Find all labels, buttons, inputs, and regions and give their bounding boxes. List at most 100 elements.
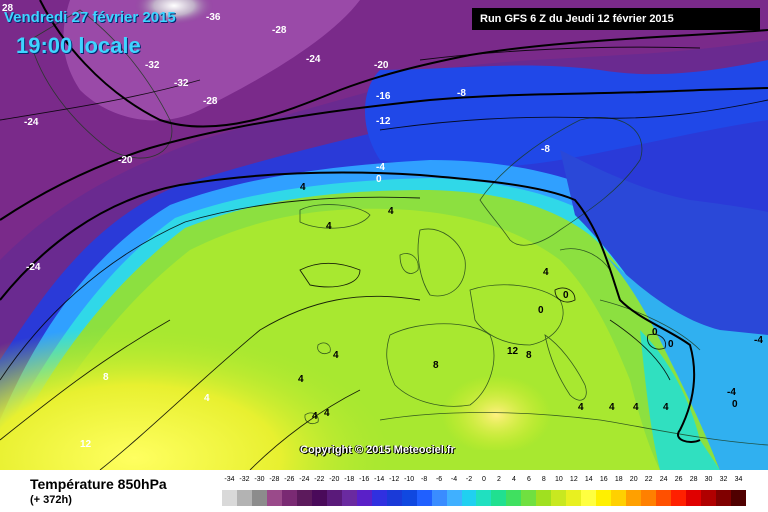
contour-label: 8	[433, 360, 439, 371]
contour-label: 4	[543, 267, 549, 278]
scale-tick-label: -12	[389, 476, 400, 483]
scale-swatch	[686, 490, 701, 506]
scale-tick-label: 8	[541, 476, 546, 483]
scale-tick-label: 32	[719, 476, 728, 483]
scale-color-bar	[222, 490, 746, 506]
scale-tick-label: -6	[435, 476, 443, 483]
scale-swatch	[416, 490, 432, 506]
scale-tick-label: -14	[374, 476, 385, 483]
forecast-valid-time: 19:00 locale	[16, 33, 141, 58]
scale-tick-label: -18	[344, 476, 355, 483]
contour-label: 4	[578, 402, 584, 413]
scale-tick-label: 18	[614, 476, 623, 483]
scale-swatch	[536, 490, 552, 506]
scale-swatch	[222, 490, 237, 506]
scale-swatch	[446, 490, 462, 506]
scale-tick-label: -34	[224, 476, 235, 483]
scale-swatch	[401, 490, 417, 506]
scale-tick-label: -4	[450, 476, 458, 483]
contour-label: -12	[376, 116, 391, 127]
scale-swatch	[266, 490, 282, 506]
contour-label: -4	[376, 162, 385, 173]
scale-swatch	[701, 490, 716, 506]
scale-swatch	[476, 490, 492, 506]
contour-label: -28	[203, 96, 218, 107]
scale-tick-label: -28	[269, 476, 280, 483]
scale-swatch	[236, 490, 252, 506]
scale-swatch	[596, 490, 612, 506]
scale-tick-label: 0	[482, 476, 486, 483]
scale-tick-label: 4	[511, 476, 516, 483]
contour-label: 12	[507, 346, 519, 357]
contour-label: 8	[526, 350, 532, 361]
scale-swatch	[431, 490, 447, 506]
legend-panel: Température 850hPa (+ 372h) -34 -32 -30 -28…	[0, 470, 768, 512]
scale-swatch	[371, 490, 387, 506]
contour-label: 4	[633, 402, 639, 413]
scale-tick-label: 30	[704, 476, 713, 483]
scale-swatch	[566, 490, 582, 506]
scale-tick-label: -10	[404, 476, 415, 483]
contour-label: -8	[457, 88, 466, 99]
contour-label: -24	[26, 262, 41, 273]
scale-tick-label: -16	[359, 476, 370, 483]
copyright-notice: Copyright © 2015 Meteociel.fr	[300, 444, 455, 456]
contour-label: 12	[80, 439, 92, 450]
temperature-850hpa-map: 28 -36 -28 -24 -20 -32 -32 -28 -16 -8 -2…	[0, 0, 768, 470]
contour-label: 0	[652, 327, 658, 338]
contour-label: 4	[300, 182, 306, 193]
scale-swatch	[656, 490, 672, 506]
contour-label: 4	[388, 206, 394, 217]
scale-swatch	[356, 490, 372, 506]
contour-label: 4	[298, 374, 304, 385]
scale-tick-label: 26	[674, 476, 683, 483]
contour-label: -16	[376, 91, 391, 102]
scale-swatch	[251, 490, 267, 506]
scale-tick-label: -24	[299, 476, 310, 483]
scale-swatch	[715, 490, 731, 506]
contour-label: -32	[174, 78, 189, 89]
contour-label: 0	[732, 399, 738, 410]
scale-swatch	[641, 490, 657, 506]
contour-label: 8	[103, 372, 109, 383]
scale-tick-label: 28	[689, 476, 698, 483]
scale-tick-label: -2	[465, 476, 473, 483]
scale-tick-label: 14	[584, 476, 593, 483]
scale-swatch	[311, 490, 327, 506]
scale-swatch	[341, 490, 357, 506]
scale-swatch	[491, 490, 507, 506]
scale-tick-label: 22	[644, 476, 653, 483]
scale-swatch	[611, 490, 627, 506]
contour-label: -20	[374, 60, 389, 71]
color-scale: -34 -32 -30 -28 -26 -24 -22 -20 -18 -16 -14 -12 -10-…	[222, 476, 746, 510]
scale-tick-label: -20	[329, 476, 340, 483]
scale-tick-label: 34	[734, 476, 743, 483]
scale-swatch	[521, 490, 537, 506]
contour-label: -32	[145, 60, 160, 71]
forecast-valid-date: Vendredi 27 février 2015	[4, 9, 176, 26]
scale-swatch	[461, 490, 477, 506]
scale-swatch	[581, 490, 597, 506]
scale-tick-label: 12	[569, 476, 578, 483]
scale-swatch	[281, 490, 297, 506]
contour-label: 28	[2, 3, 14, 14]
contour-label: 0	[538, 305, 544, 316]
contour-label: 0	[563, 290, 569, 301]
scale-tick-label: 6	[526, 476, 531, 483]
contour-label: -20	[118, 155, 133, 166]
contour-label: 4	[326, 221, 332, 232]
contour-label: 4	[333, 350, 339, 361]
scale-tick-label: -32	[239, 476, 250, 483]
scale-swatch	[730, 490, 746, 506]
scale-tick-label: -22	[314, 476, 325, 483]
contour-label: -24	[306, 54, 321, 65]
lead-time: (+ 372h)	[30, 494, 72, 506]
scale-swatch	[296, 490, 312, 506]
contour-label: 4	[609, 402, 615, 413]
scale-swatch	[506, 490, 522, 506]
contour-label: -8	[541, 144, 550, 155]
scale-tick-label: -26	[284, 476, 295, 483]
contour-label: 0	[376, 174, 382, 185]
scale-swatch	[551, 490, 567, 506]
